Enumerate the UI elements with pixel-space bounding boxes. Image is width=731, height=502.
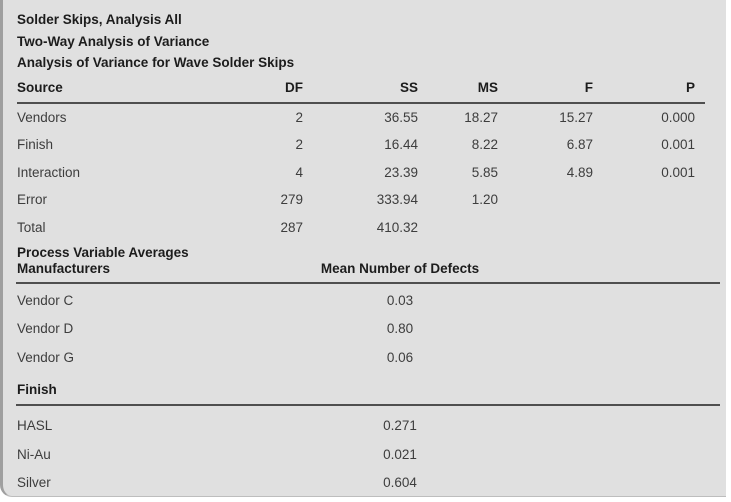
df-cell: 4 bbox=[295, 164, 303, 180]
source-cell: Error bbox=[17, 192, 47, 208]
col-header-ms: MS bbox=[428, 79, 508, 104]
mean-defects-value: 0.06 bbox=[386, 349, 414, 365]
col-header-p: P bbox=[603, 79, 705, 104]
ms-cell: 8.22 bbox=[471, 137, 498, 153]
ss-cell: 16.44 bbox=[384, 137, 418, 153]
anova-table: Source DF SS MS F P Vendors 2 36.55 18.2… bbox=[17, 79, 705, 242]
finish-label: HASL bbox=[17, 418, 53, 434]
source-cell: Total bbox=[17, 219, 46, 235]
analysis-type-title: Two-Way Analysis of Variance bbox=[17, 33, 210, 49]
ss-cell: 410.32 bbox=[376, 219, 418, 235]
p-cell: 0.001 bbox=[661, 164, 695, 180]
col-header-f: F bbox=[508, 79, 603, 104]
p-cell: 0.000 bbox=[661, 109, 695, 125]
manufacturer-label: Vendor D bbox=[17, 321, 74, 337]
finish-rule bbox=[16, 403, 720, 406]
mean-defects-value: 0.021 bbox=[383, 446, 417, 462]
mean-defects-column-header: Mean Number of Defects bbox=[320, 261, 480, 276]
ms-cell: 18.27 bbox=[464, 109, 498, 125]
ms-cell: 1.20 bbox=[471, 192, 498, 208]
source-cell: Vendors bbox=[17, 109, 67, 125]
f-cell bbox=[508, 214, 603, 242]
manufacturer-label: Vendor G bbox=[17, 349, 75, 365]
source-cell: Interaction bbox=[17, 164, 81, 180]
anova-row-total: Total 287 410.32 bbox=[17, 214, 705, 242]
anova-row-error: Error 279 333.94 1.20 bbox=[17, 186, 705, 214]
section-title: Process Variable Averages bbox=[17, 245, 189, 260]
mean-defects-value: 0.604 bbox=[383, 475, 417, 491]
p-cell bbox=[603, 214, 705, 242]
col-header-source: Source bbox=[17, 79, 247, 104]
manufacturers-rows: Vendor C 0.03 Vendor D 0.80 Vendor G 0.0… bbox=[3, 286, 726, 372]
mean-defects-value: 0.03 bbox=[386, 292, 414, 308]
finish-row: Ni-Au 0.021 bbox=[17, 440, 726, 469]
p-cell bbox=[603, 186, 705, 214]
mean-defects-value: 0.271 bbox=[383, 418, 417, 434]
title-block: Solder Skips, Analysis All Two-Way Analy… bbox=[17, 9, 726, 74]
f-cell: 15.27 bbox=[559, 109, 593, 125]
anova-row-interaction: Interaction 4 23.39 5.85 4.89 0.001 bbox=[17, 159, 705, 187]
f-cell: 6.87 bbox=[566, 137, 593, 153]
df-cell: 2 bbox=[295, 109, 303, 125]
manufacturer-row: Vendor D 0.80 bbox=[17, 315, 726, 344]
anova-header-row: Source DF SS MS F P bbox=[17, 79, 705, 104]
ss-cell: 23.39 bbox=[384, 164, 418, 180]
ms-cell bbox=[428, 214, 508, 242]
anova-table-title: Analysis of Variance for Wave Solder Ski… bbox=[17, 55, 295, 70]
ss-cell: 36.55 bbox=[384, 109, 418, 125]
process-variable-averages-header: Process Variable Averages Manufacturers … bbox=[17, 245, 726, 277]
df-cell: 2 bbox=[295, 137, 303, 153]
manufacturer-row: Vendor G 0.06 bbox=[17, 343, 726, 372]
f-cell: 4.89 bbox=[566, 164, 593, 180]
col-header-ss: SS bbox=[313, 79, 428, 104]
mean-defects-value: 0.80 bbox=[386, 321, 414, 337]
finish-row: HASL 0.271 bbox=[17, 412, 726, 441]
finish-label: Ni-Au bbox=[17, 446, 51, 462]
manufacturers-column-header: Manufacturers bbox=[17, 261, 111, 276]
df-cell: 279 bbox=[280, 192, 303, 208]
finish-section-header: Finish bbox=[17, 381, 57, 397]
finish-row: Silver 0.604 bbox=[17, 469, 726, 498]
ss-cell: 333.94 bbox=[376, 192, 418, 208]
ms-cell: 5.85 bbox=[471, 164, 498, 180]
manufacturer-label: Vendor C bbox=[17, 292, 74, 308]
anova-row-vendors: Vendors 2 36.55 18.27 15.27 0.000 bbox=[17, 103, 705, 132]
col-header-df: DF bbox=[247, 79, 313, 104]
report-title: Solder Skips, Analysis All bbox=[17, 12, 182, 27]
finish-label: Silver bbox=[17, 475, 51, 491]
f-cell bbox=[508, 186, 603, 214]
df-cell: 287 bbox=[280, 219, 303, 235]
p-cell: 0.001 bbox=[661, 137, 695, 153]
source-cell: Finish bbox=[17, 137, 54, 153]
manufacturer-row: Vendor C 0.03 bbox=[17, 286, 726, 315]
anova-row-finish: Finish 2 16.44 8.22 6.87 0.001 bbox=[17, 131, 705, 159]
manufacturers-rule bbox=[16, 282, 720, 284]
finish-rows: HASL 0.271 Ni-Au 0.021 Silver 0.604 bbox=[3, 412, 726, 498]
